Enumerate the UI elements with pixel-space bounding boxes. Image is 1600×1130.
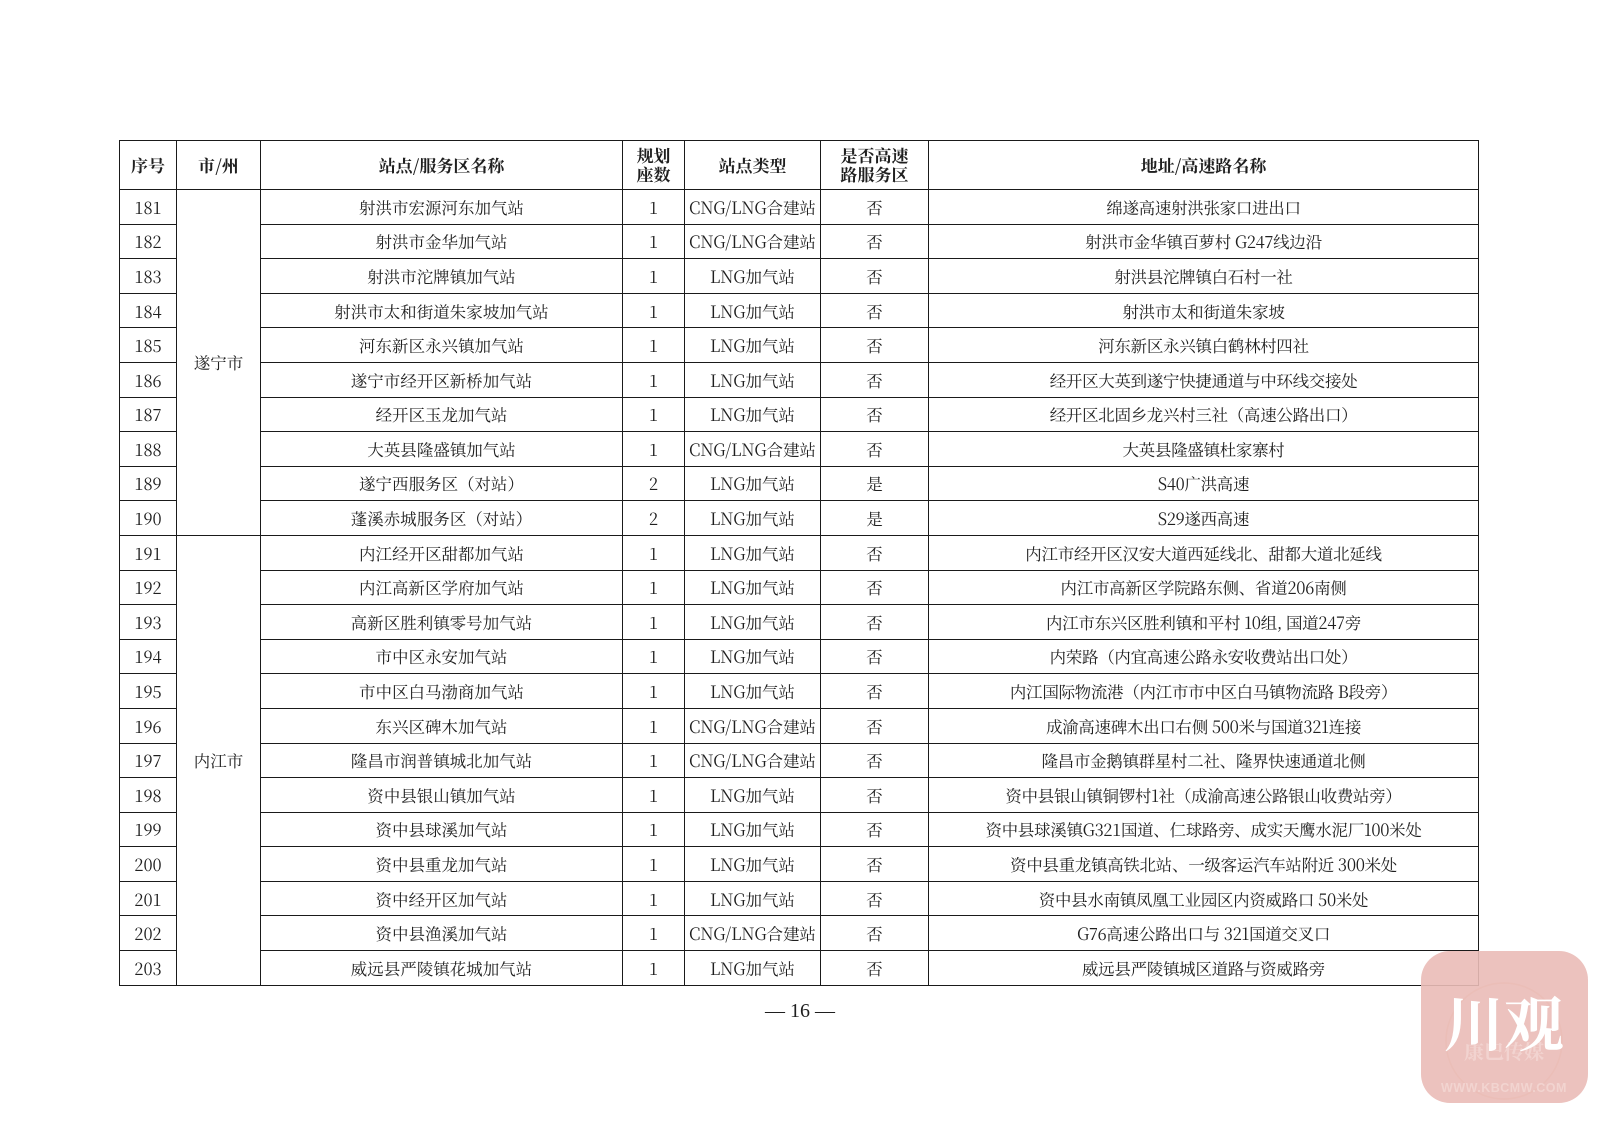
svg-text:WWW.KBCMW.COM: WWW.KBCMW.COM: [1441, 1081, 1567, 1095]
svg-text:川观: 川观: [1444, 978, 1564, 1064]
